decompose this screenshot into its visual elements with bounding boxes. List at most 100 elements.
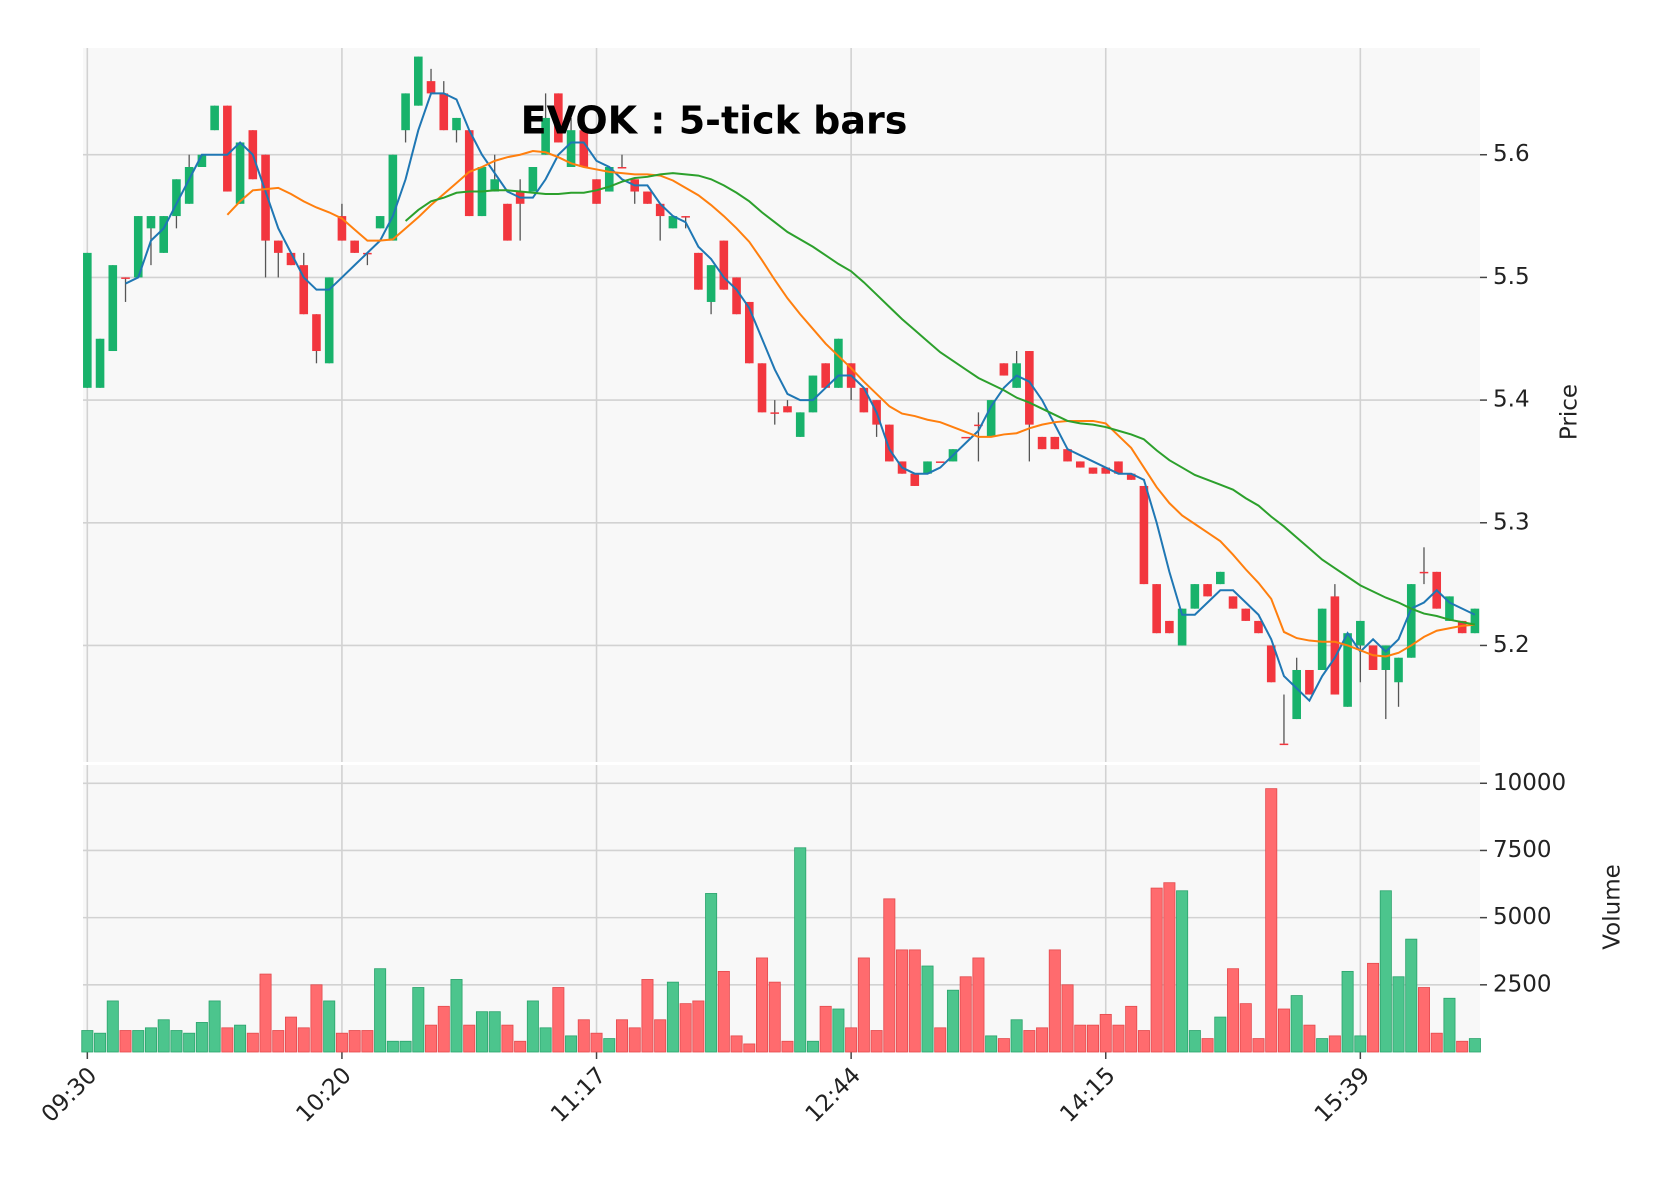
volume-bar [615, 1019, 628, 1053]
volume-bar [514, 1040, 527, 1053]
volume-bar [208, 1000, 221, 1053]
volume-bar [705, 893, 718, 1053]
candle-body [108, 265, 118, 352]
volume-bar [297, 1027, 310, 1053]
volume-bar [412, 987, 425, 1053]
volume-bar [806, 1040, 819, 1053]
candle-body [1406, 584, 1416, 658]
candle-body [414, 56, 423, 106]
candle-body [1279, 743, 1289, 746]
candle-body [388, 154, 398, 241]
x-tick-label: 11:17 [546, 1062, 611, 1127]
volume-bar [285, 1016, 298, 1053]
volume-bar [361, 1030, 374, 1053]
volume-bar [1405, 938, 1418, 1053]
candle-body [210, 105, 219, 131]
volume-bar [475, 1011, 488, 1053]
volume-bar [832, 1008, 845, 1053]
volume-bar [666, 981, 679, 1053]
volume-bar [195, 1022, 208, 1053]
volume-bar [1227, 968, 1240, 1053]
candle-body [1152, 584, 1161, 634]
candle-body [1025, 351, 1034, 425]
grid [83, 48, 1487, 1059]
candle-body [579, 130, 589, 167]
volume-bar [348, 1030, 361, 1053]
candle-body [834, 338, 843, 388]
candle-body [184, 167, 194, 204]
volume-bar [132, 1030, 145, 1053]
candle-body [643, 191, 652, 204]
volume-bar [1367, 962, 1380, 1053]
volume-bar [1316, 1038, 1329, 1053]
y-axis-label: Price [1557, 384, 1583, 440]
candle-body [1419, 571, 1429, 574]
candle-body [1317, 608, 1327, 670]
volume-bar [934, 1027, 947, 1053]
candle-body [935, 461, 945, 463]
volume-bar [908, 949, 921, 1053]
price-panel [83, 48, 1480, 762]
candle-body [1356, 620, 1365, 646]
candle-body [821, 363, 830, 388]
x-tick-label: 15:39 [1310, 1062, 1375, 1127]
volume-bar [1074, 1024, 1087, 1053]
candle-body [312, 314, 321, 352]
candle-body [541, 117, 550, 155]
candle-body [197, 154, 207, 167]
volume-bar [259, 973, 272, 1053]
candle-body [1470, 608, 1480, 634]
candle-body [426, 81, 436, 94]
volume-bar [985, 1035, 998, 1053]
candle-body [1165, 620, 1174, 634]
candle-body [146, 216, 156, 229]
volume-bar [870, 1030, 883, 1053]
marks [81, 56, 1481, 1053]
candle-body [783, 406, 792, 413]
candle-body [808, 375, 818, 413]
candle-body [566, 130, 576, 167]
candle-body [859, 387, 869, 413]
volume-bar [1214, 1016, 1227, 1053]
candle-body [617, 167, 627, 169]
volume-bar [743, 1043, 756, 1053]
volume-bar [246, 1032, 259, 1053]
y-tick-label: 10000 [1493, 770, 1566, 796]
volume-bar [1252, 1038, 1265, 1053]
volume-bar [641, 979, 654, 1053]
volume-bar [946, 989, 959, 1053]
volume-bar [565, 1035, 578, 1053]
volume-bar [1468, 1038, 1481, 1053]
candle-body [121, 277, 130, 279]
candle-body [1292, 669, 1301, 720]
candle-body [324, 277, 334, 364]
y-tick-label: 5.4 [1493, 387, 1530, 413]
candle-body [1088, 467, 1098, 474]
candle-body [235, 142, 245, 204]
candle-body [681, 216, 690, 218]
candle-body [286, 252, 296, 266]
volume-bar [1036, 1027, 1049, 1053]
candle-body [770, 412, 780, 414]
candle-body [999, 363, 1009, 376]
candle-body [1139, 485, 1149, 585]
volume-bar [819, 1005, 832, 1053]
candle-body [133, 216, 143, 278]
candle-body [401, 93, 410, 131]
volume-bar [1048, 949, 1061, 1053]
volume-bar [437, 1005, 450, 1053]
candle-body [83, 252, 92, 388]
chart-title: EVOK : 5-tick bars [521, 99, 908, 143]
candle-body [528, 167, 538, 192]
candle-body [694, 252, 703, 290]
candle-body [961, 436, 971, 439]
volume-bar [1201, 1038, 1214, 1053]
volume-bar [170, 1030, 183, 1053]
volume-bar [488, 1011, 501, 1053]
y-axis-label: Volume [1600, 864, 1626, 950]
candle-body [719, 240, 729, 290]
candle-body [159, 216, 169, 253]
volume-bar [1303, 1024, 1316, 1053]
candle-body [337, 216, 347, 241]
volume-bar [1392, 976, 1405, 1053]
